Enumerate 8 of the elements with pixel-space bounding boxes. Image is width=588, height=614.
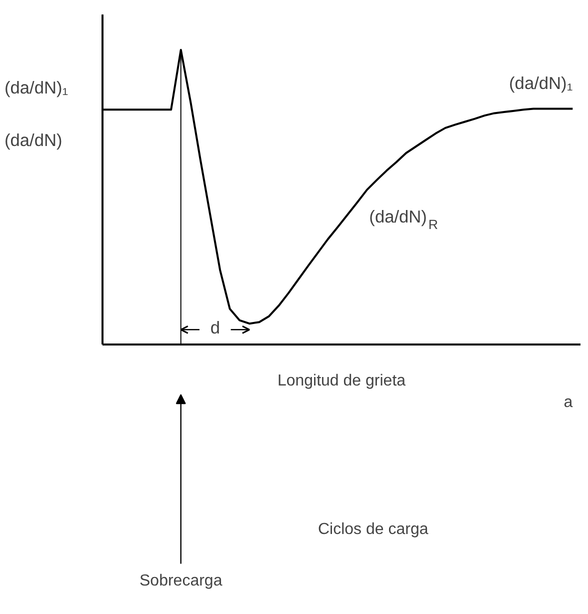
text: Ciclos de carga bbox=[318, 520, 428, 538]
annotation: (da/dN)₁ bbox=[509, 72, 573, 93]
text: (da/dN)₁ bbox=[4, 78, 68, 98]
y-axis-title: (da/dN) bbox=[4, 130, 62, 150]
text: Sobrecarga bbox=[140, 572, 222, 590]
annotation: d bbox=[210, 318, 220, 338]
text: a bbox=[564, 394, 573, 411]
x-axis-title: Longitud de grieta bbox=[277, 372, 406, 390]
